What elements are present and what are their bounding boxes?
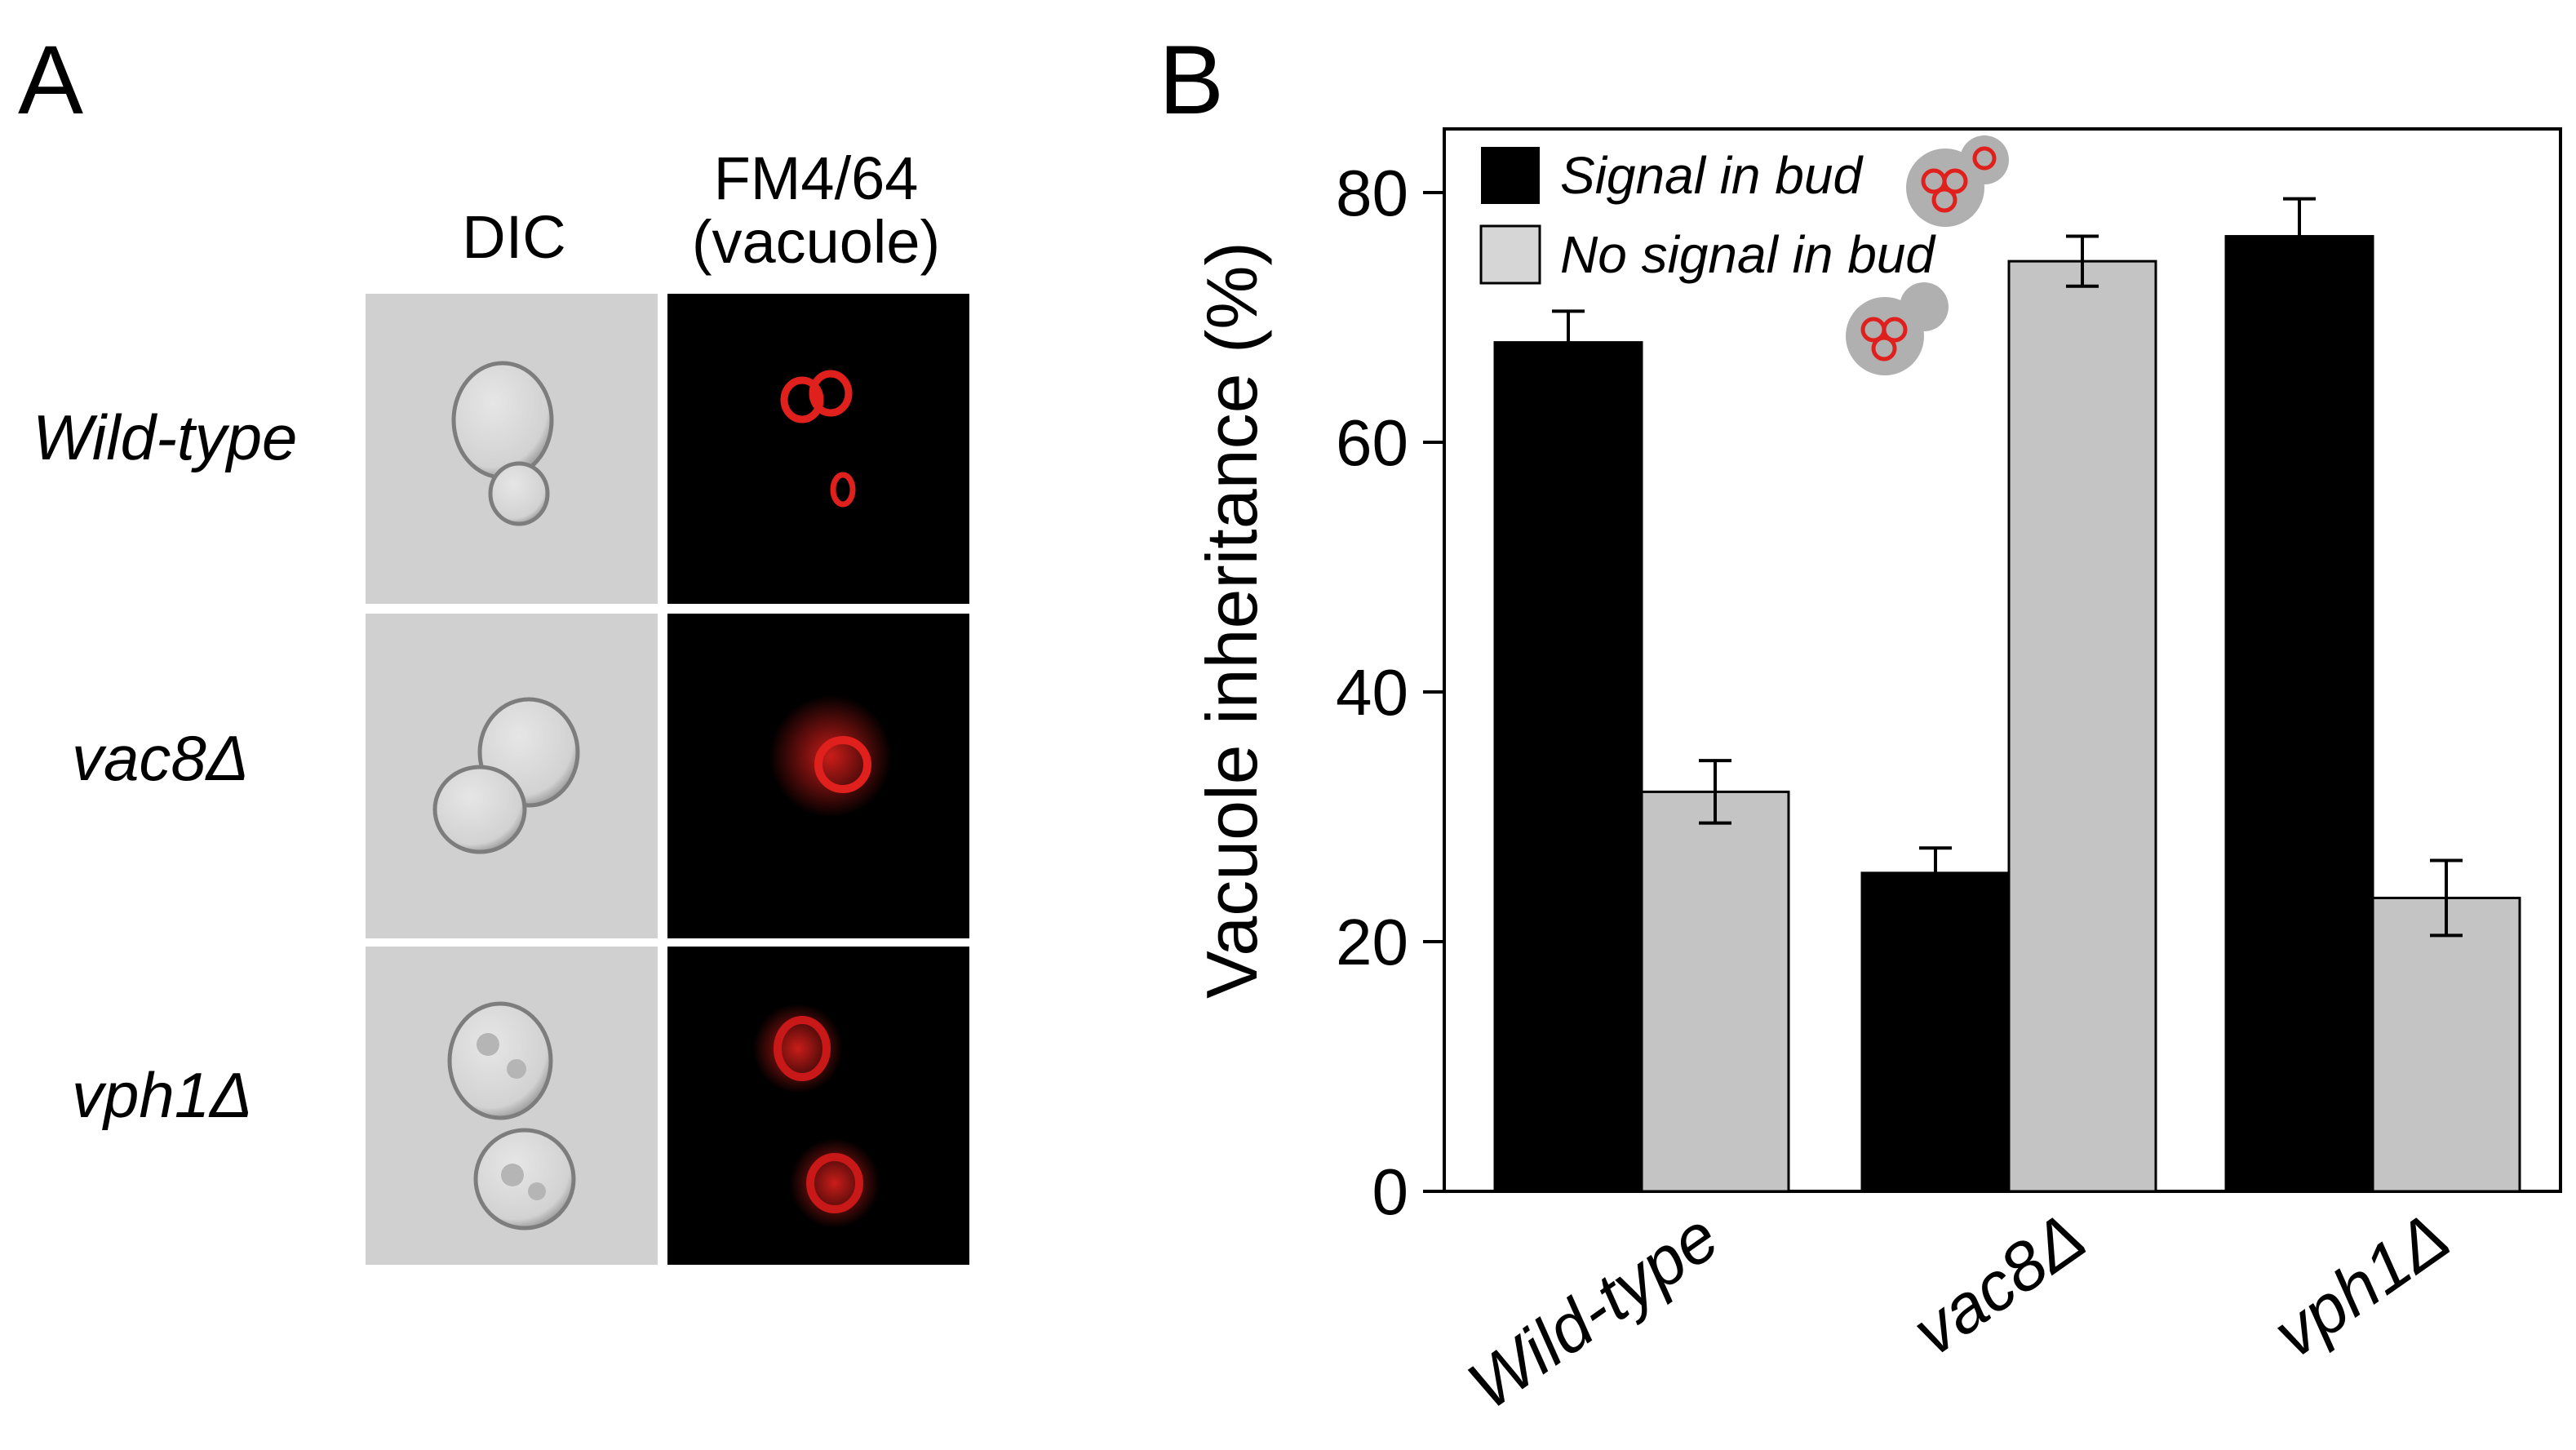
dic-image-vac8 <box>366 614 658 938</box>
error-bar-signal-in-bud-0 <box>1552 309 1585 375</box>
y-tick-label-4: 80 <box>1336 157 1408 229</box>
bar-signal-in-bud-1 <box>1860 871 2011 1193</box>
panel-a-letter: A <box>18 25 84 135</box>
vacuole-label: (vacuole) <box>691 207 941 276</box>
bar-signal-in-bud-0 <box>1493 341 1643 1193</box>
row-label-wild-type: Wild-type <box>33 401 298 473</box>
y-tick-label-2: 40 <box>1336 656 1408 729</box>
panel-b-letter: B <box>1159 25 1225 135</box>
fm464-image-vph1 <box>667 947 969 1265</box>
legend-label-no-signal: No signal in bud <box>1560 225 1936 284</box>
row-label-vph1: vph1Δ <box>72 1059 253 1131</box>
y-tick-label-0: 0 <box>1372 1155 1409 1228</box>
bar-signal-in-bud-2 <box>2224 235 2374 1193</box>
x-tick-label-1: vac8Δ <box>1899 1198 2099 1370</box>
cell-no-signal-in-bud-icon <box>1846 282 1949 375</box>
x-tick-label-2: vph1Δ <box>2259 1198 2463 1372</box>
error-bar-no-signal-in-bud-2 <box>2430 858 2463 938</box>
row-label-vac8: vac8Δ <box>72 722 250 794</box>
legend-swatch-no-signal <box>1479 224 1541 285</box>
error-bar-signal-in-bud-1 <box>1919 846 1952 900</box>
error-bar-no-signal-in-bud-1 <box>2066 234 2099 288</box>
fm464-image-wild-type <box>667 294 969 604</box>
fm464-column-header: FM4/64 (vacuole) <box>653 147 979 273</box>
bar-no-signal-in-bud-0 <box>1640 790 1790 1193</box>
legend-swatch-signal <box>1481 147 1540 204</box>
error-bar-no-signal-in-bud-0 <box>1699 759 1731 825</box>
cell-signal-in-bud-icon <box>1906 135 2009 227</box>
x-tick-label-0: Wild-type <box>1454 1198 1731 1424</box>
fm464-label: FM4/64 <box>713 144 919 212</box>
dic-image-vph1 <box>366 947 658 1265</box>
bar-no-signal-in-bud-1 <box>2007 259 2157 1193</box>
dic-column-header: DIC <box>462 203 566 271</box>
y-tick-label-1: 20 <box>1336 906 1408 978</box>
error-bar-signal-in-bud-2 <box>2283 197 2316 276</box>
y-tick-label-3: 60 <box>1336 406 1408 479</box>
dic-image-wild-type <box>366 294 658 604</box>
fm464-image-vac8 <box>667 614 969 938</box>
y-axis-label: Vacuole inheritance (%) <box>1191 242 1272 999</box>
legend: Signal in bud No signal in bud <box>1479 135 2009 375</box>
legend-label-signal: Signal in bud <box>1560 146 1864 205</box>
bar-no-signal-in-bud-2 <box>2371 896 2521 1193</box>
